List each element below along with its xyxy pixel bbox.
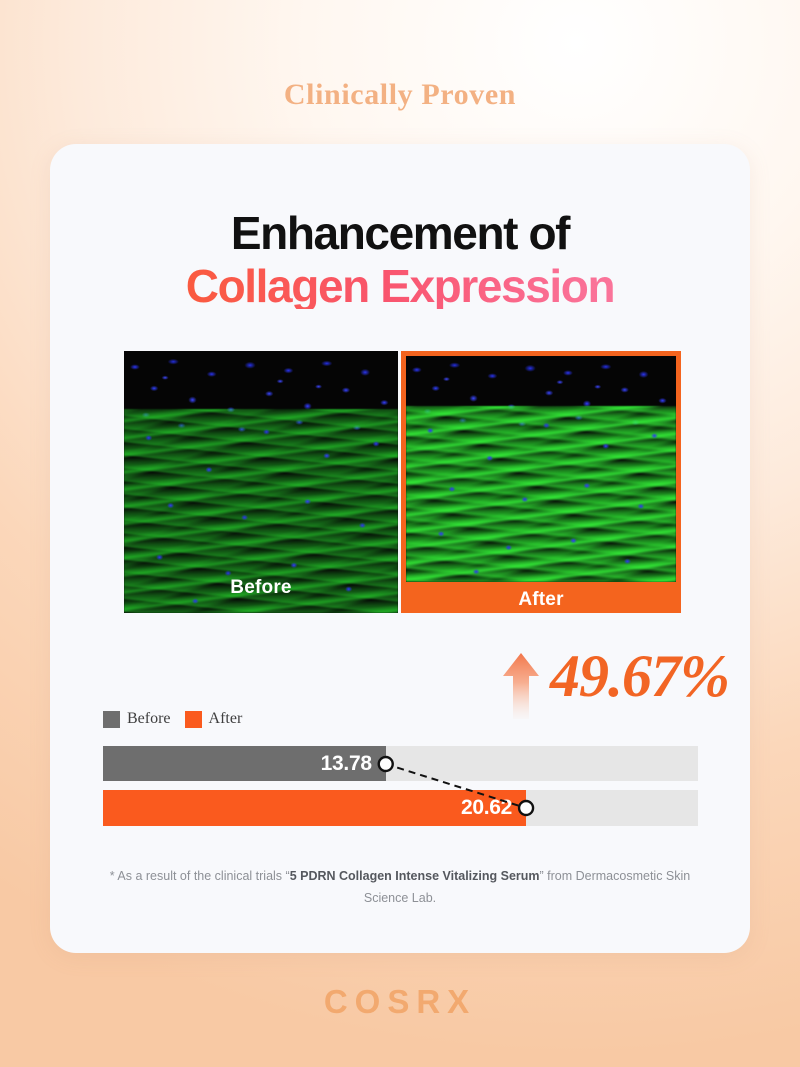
collagen-bar-chart: 13.78 20.62 bbox=[103, 746, 698, 826]
page-title-line-2: Collagen Expression bbox=[50, 263, 750, 309]
page-eyebrow-title: Clinically Proven bbox=[283, 78, 517, 111]
content-card: Enhancement of Collagen Expression Befor… bbox=[50, 144, 750, 953]
legend-label-before: Before bbox=[127, 710, 171, 727]
percent-increase-value: 49.67% bbox=[550, 643, 730, 709]
footnote: * As a result of the clinical trials “5 … bbox=[90, 866, 710, 910]
bar-value-after: 20.62 bbox=[461, 796, 513, 819]
legend-label-after: After bbox=[208, 710, 243, 727]
bar-value-before: 13.78 bbox=[320, 751, 372, 775]
micrograph-after: After bbox=[401, 351, 681, 613]
legend-item-after: After bbox=[184, 710, 243, 728]
footnote-prefix: * As a result of the clinical trials “ bbox=[109, 869, 290, 883]
footnote-suffix: ” from Dermacosmetic Skin Science Lab. bbox=[363, 869, 691, 905]
micrograph-before-image bbox=[124, 351, 398, 613]
bar-track-after: 20.62 bbox=[103, 790, 698, 826]
brand-logo: COSRX bbox=[323, 983, 477, 1020]
micrograph-before: Before bbox=[124, 351, 398, 613]
legend-item-before: Before bbox=[103, 710, 171, 728]
scattered-nuclei-layer bbox=[406, 410, 676, 582]
micrograph-before-label: Before bbox=[230, 577, 292, 598]
percent-increase-block: 49.67% bbox=[450, 643, 730, 726]
micrograph-after-label-bar: After bbox=[401, 587, 681, 613]
bar-fill-before bbox=[103, 746, 386, 781]
micrograph-after-image bbox=[406, 356, 676, 582]
legend-swatch-before bbox=[103, 710, 120, 728]
chart-legend: Before After bbox=[103, 710, 242, 728]
page-title-line-1: Enhancement of bbox=[230, 207, 571, 259]
scattered-nuclei-layer bbox=[124, 413, 398, 613]
footnote-product-name: 5 PDRN Collagen Intense Vitalizing Serum bbox=[289, 869, 540, 883]
micrograph-after-label: After bbox=[518, 589, 564, 610]
bar-track-before: 13.78 bbox=[103, 746, 698, 781]
legend-swatch-after bbox=[184, 710, 202, 728]
up-arrow-icon bbox=[503, 653, 539, 719]
